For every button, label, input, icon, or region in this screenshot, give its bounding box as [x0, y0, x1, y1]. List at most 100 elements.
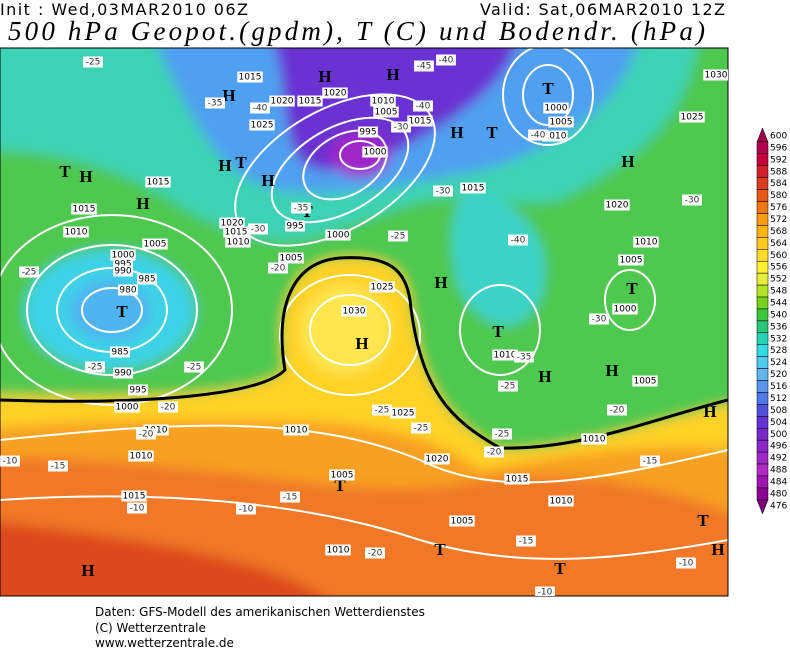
- isobar-label-box: [237, 71, 263, 83]
- colorbar-cell: [756, 127, 769, 143]
- isobar-label-box: [278, 252, 304, 264]
- isotherm-label-box: [391, 121, 411, 133]
- colorbar-label: 596: [770, 143, 787, 153]
- isobar-label-box: [249, 119, 275, 131]
- isotherm-label: -40: [511, 236, 526, 246]
- pressure-center: H: [222, 86, 235, 105]
- isobar-label: 1000: [614, 305, 637, 315]
- colorbar-label: 536: [770, 322, 787, 332]
- pressure-center: T: [334, 476, 346, 495]
- colorbar-label: 524: [770, 358, 787, 368]
- isobar-label-box: [369, 281, 395, 293]
- colorbar-cell: [756, 475, 769, 489]
- isotherm-label: -25: [88, 363, 103, 373]
- isobar-label-box: [113, 265, 133, 277]
- isotherm-label: -20: [368, 549, 383, 559]
- isobar-label-box: [63, 226, 89, 238]
- footer-line: (C) Wetterzentrale: [95, 621, 206, 635]
- isotherm-label-box: [508, 234, 528, 246]
- colorbar-cell: [756, 213, 769, 226]
- isobar-label: 1005: [144, 240, 167, 250]
- isotherm-label-box: [514, 351, 534, 363]
- isobar-label: 1015: [506, 475, 529, 485]
- isobar-label: 1015: [73, 205, 96, 215]
- isobar-label-box: [143, 424, 169, 436]
- isobar-label-box: [325, 544, 351, 556]
- isobar-label-box: [225, 236, 251, 248]
- isotherm-label-box: [83, 56, 103, 68]
- isotherm-label-box: [85, 361, 105, 373]
- colorbar-label: 592: [770, 155, 787, 165]
- isotherm-label-box: [250, 102, 270, 114]
- footer: Daten: GFS-Modell des amerikanischen Wet…: [95, 605, 425, 648]
- pressure-center: T: [492, 322, 504, 341]
- pressure-center: H: [318, 67, 331, 86]
- isobar-label-box: [285, 220, 305, 232]
- isobar-label: 1015: [239, 73, 262, 83]
- isobar-label-box: [219, 217, 245, 229]
- isobar-label-box: [110, 346, 130, 358]
- colorbar-cell: [756, 272, 769, 286]
- isobar-label-box: [679, 111, 705, 123]
- isobar-label-box: [618, 254, 644, 266]
- isobar-label: 1015: [123, 492, 146, 502]
- isobar-label: 1030: [705, 71, 728, 81]
- isotherm-label-box: [236, 503, 256, 515]
- isobar-label-box: [373, 106, 399, 118]
- isotherm-label: -15: [51, 462, 66, 472]
- colorbar-cell: [756, 189, 769, 202]
- isobar-label-box: [612, 303, 638, 315]
- colorbar-label: 572: [770, 215, 787, 225]
- isobar-label: 980: [119, 286, 136, 296]
- pressure-center: H: [450, 123, 463, 142]
- isobar-label-box: [113, 367, 133, 379]
- isotherm-label: -40: [416, 102, 431, 112]
- isobar-label-box: [424, 453, 450, 465]
- colorbar-label: 476: [770, 501, 787, 511]
- isotherm-label-box: [413, 100, 433, 112]
- isobar-label-box: [632, 375, 658, 387]
- isobar-label-box: [128, 384, 148, 396]
- isotherm-label: -30: [251, 225, 266, 235]
- pressure-center: H: [355, 334, 368, 353]
- isobar-label-box: [110, 249, 136, 261]
- isobar-label: 1025: [681, 113, 704, 123]
- colorbar-label: 528: [770, 346, 787, 356]
- isotherm-label-box: [205, 97, 225, 109]
- colorbar-label: 568: [770, 227, 787, 237]
- isotherm-label: -35: [517, 353, 532, 363]
- isobar-label: 1025: [371, 283, 394, 293]
- colorbar-cell: [756, 249, 769, 262]
- pressure-center: H: [605, 361, 618, 380]
- isobar-label-box: [297, 95, 323, 107]
- isotherm-label-box: [372, 404, 392, 416]
- isobar-label-box: [581, 433, 607, 445]
- isobar-label: 1010: [227, 238, 250, 248]
- colorbar-label: 556: [770, 263, 787, 273]
- map: [0, 48, 728, 596]
- pressure-center: T: [542, 79, 554, 98]
- isotherm-label: -30: [394, 123, 409, 133]
- colorbar-label: 484: [770, 477, 787, 487]
- isobar-label-box: [142, 238, 168, 250]
- isotherm-label-box: [280, 491, 300, 503]
- colorbar-cell: [756, 344, 769, 357]
- colorbar-cell: [756, 153, 769, 167]
- isotherm-label: -20: [610, 406, 625, 416]
- isobar-label: 1015: [409, 117, 432, 127]
- colorbar-label: 520: [770, 370, 787, 380]
- isotherm-label-box: [607, 404, 627, 416]
- isotherm-label: -20: [161, 403, 176, 413]
- map-labels: HHTHHTHTHTHHTTHTTHHHHTTTTHHH101510201015…: [0, 54, 728, 596]
- colorbar-cell: [756, 237, 769, 250]
- colorbar-label: 516: [770, 382, 787, 392]
- isotherm-label: -20: [487, 448, 502, 458]
- isobar-label-box: [114, 401, 140, 413]
- valid-time: Valid: Sat,06MAR2010 12Z: [480, 0, 725, 19]
- isotherm-label: -20: [271, 264, 286, 274]
- isobar-label: 985: [111, 348, 128, 358]
- pressure-center: T: [116, 302, 128, 321]
- isotherm-label: -25: [495, 430, 510, 440]
- pressure-center: H: [703, 402, 716, 421]
- colorbar-cell: [756, 380, 769, 393]
